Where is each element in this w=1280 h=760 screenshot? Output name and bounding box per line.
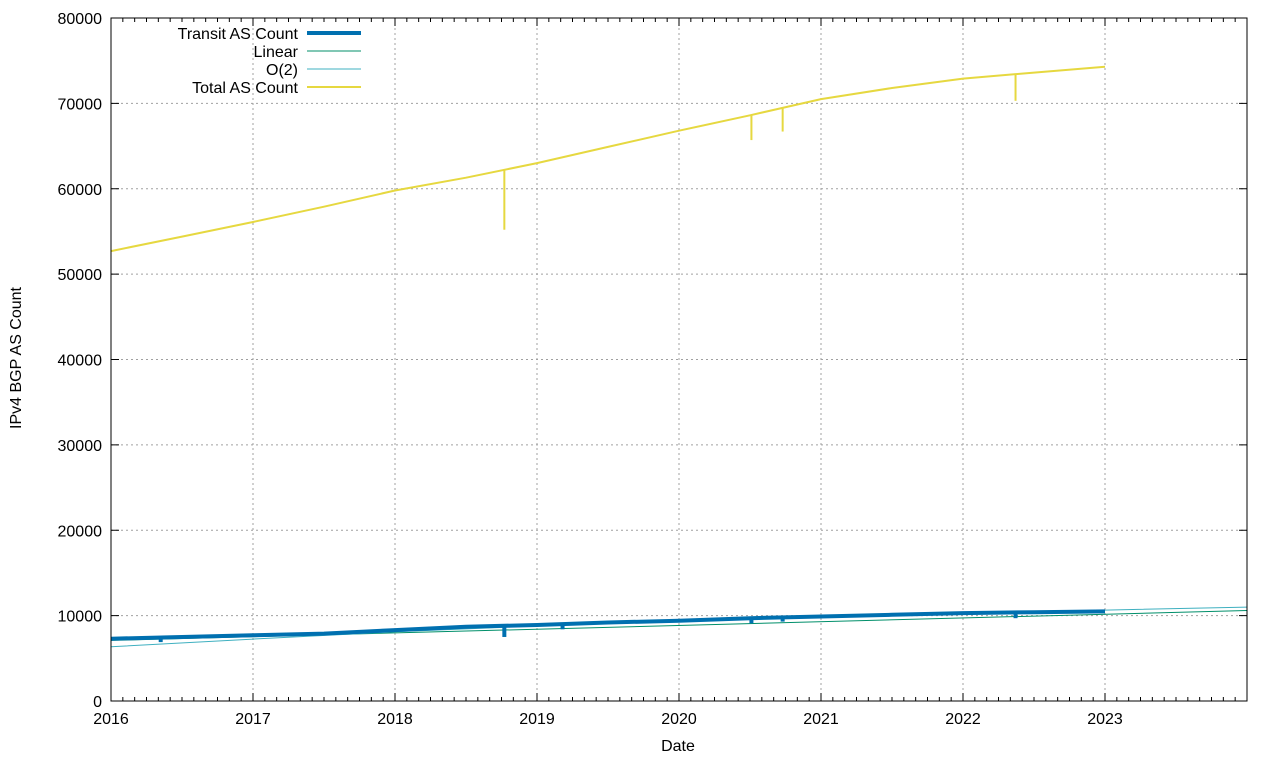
legend-label: Total AS Count — [192, 80, 298, 97]
ticks: 0 10000 20000 30000 40000 50000 60000 70000 8000… — [58, 11, 1247, 728]
y-tick-label: 0 — [93, 694, 102, 711]
legend-label: Transit AS Count — [178, 26, 299, 43]
y-tick-label: 80000 — [58, 11, 103, 28]
x-tick-label: 2019 — [519, 711, 555, 728]
y-tick-label: 60000 — [58, 182, 103, 199]
y-tick-label: 70000 — [58, 96, 103, 113]
series-line-total-as-count — [110, 65, 1106, 253]
y-tick-label: 20000 — [58, 523, 103, 540]
x-tick-label: 2023 — [1087, 711, 1123, 728]
series-layer — [110, 65, 1248, 648]
x-tick-label: 2022 — [945, 711, 981, 728]
y-tick-label: 30000 — [58, 438, 103, 455]
x-tick-label: 2020 — [661, 711, 697, 728]
y-tick-label: 10000 — [58, 609, 103, 626]
series-line-transit-as-count — [110, 609, 1106, 641]
y-axis-title: IPv4 BGP AS Count — [8, 286, 25, 429]
legend-label: Linear — [254, 44, 299, 61]
x-axis-title: Date — [661, 738, 695, 755]
grid — [111, 18, 1247, 701]
legend-label: O(2) — [266, 62, 298, 79]
x-tick-label: 2017 — [235, 711, 271, 728]
y-tick-label: 50000 — [58, 267, 103, 284]
x-tick-label: 2018 — [377, 711, 413, 728]
y-tick-label: 40000 — [58, 353, 103, 370]
x-tick-label: 2016 — [93, 711, 129, 728]
x-tick-label: 2021 — [803, 711, 839, 728]
